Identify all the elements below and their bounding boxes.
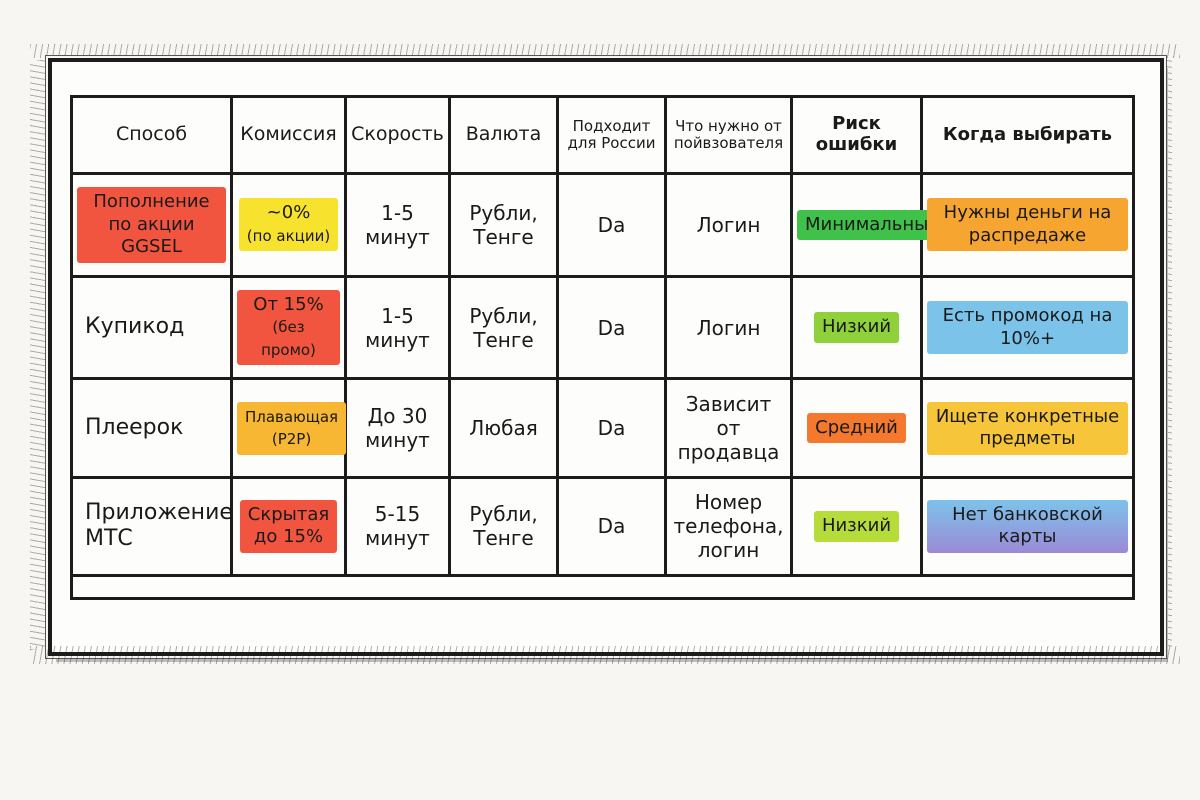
commission-value: Скрытая bbox=[247, 503, 330, 525]
when-label: Есть промокод на 10%+ bbox=[927, 301, 1128, 354]
bottom-band-row bbox=[70, 574, 1135, 600]
header-currency: Валюта bbox=[448, 95, 559, 175]
header-risk: Риск ошибки bbox=[790, 95, 923, 175]
russia-cell: Da bbox=[556, 172, 667, 278]
frame-hatching-left bbox=[30, 60, 46, 650]
table-row: Пополнение по акции GGSEL ~0% (по акции)… bbox=[70, 172, 1135, 278]
risk-cell: Средний bbox=[790, 377, 923, 479]
table-row: Купикод От 15% (без промо) 1-5 минут Руб… bbox=[70, 274, 1135, 381]
commission-marker: Скрытая до 15% bbox=[239, 499, 338, 553]
currency-cell: Рубли, Тенге bbox=[448, 475, 559, 578]
table-row: Плеерок Плавающая (P2P) До 30 минут Люба… bbox=[70, 377, 1135, 479]
commission-note: (P2P) bbox=[271, 430, 312, 448]
speed-cell: До 30 минут bbox=[344, 377, 451, 479]
speed-cell: 5-15 минут bbox=[344, 475, 451, 578]
commission-value: ~0% bbox=[266, 202, 311, 224]
requirement-cell: Логин bbox=[664, 172, 793, 278]
comparison-sheet: Способ Комиссия Скорость Валюта Подходит… bbox=[70, 95, 1135, 600]
commission-note: (по акции) bbox=[246, 226, 331, 245]
requirement-cell: Номер телефона, логин bbox=[664, 475, 793, 578]
currency-cell: Любая bbox=[448, 377, 559, 479]
commission-note: (без промо) bbox=[261, 318, 316, 359]
commission-marker: Плавающая (P2P) bbox=[237, 401, 347, 455]
header-row: Способ Комиссия Скорость Валюта Подходит… bbox=[70, 95, 1135, 175]
frame-hatching-bottom bbox=[30, 646, 1180, 664]
when-label: Нужны деньги на распредаже bbox=[927, 198, 1128, 252]
commission-marker: ~0% (по акции) bbox=[238, 198, 339, 252]
requirement-cell: Зависит от продавца bbox=[664, 377, 793, 479]
currency-cell: Рубли, Тенге bbox=[448, 172, 559, 278]
table-row: Приложение МТС Скрытая до 15% 5-15 минут… bbox=[70, 475, 1135, 578]
when-cell: Есть промокод на 10%+ bbox=[920, 274, 1135, 381]
comparison-table: Способ Комиссия Скорость Валюта Подходит… bbox=[70, 95, 1135, 600]
method-cell: Купикод bbox=[70, 274, 233, 381]
header-when: Когда выбирать bbox=[920, 95, 1135, 175]
speed-cell: 1-5 минут bbox=[344, 274, 451, 381]
header-method: Способ bbox=[70, 95, 233, 175]
commission-cell: ~0% (по акции) bbox=[230, 172, 347, 278]
when-cell: Ищете конкретные предметы bbox=[920, 377, 1135, 479]
commission-cell: Плавающая (P2P) bbox=[230, 377, 347, 479]
when-cell: Нет банковской карты bbox=[920, 475, 1135, 578]
russia-cell: Da bbox=[556, 475, 667, 578]
commission-marker: От 15% (без промо) bbox=[237, 289, 340, 366]
when-label: Ищете конкретные предметы bbox=[927, 401, 1128, 455]
risk-label: Минимальный bbox=[797, 209, 949, 241]
header-requirement: Что нужно от пойвзователя bbox=[664, 95, 793, 175]
risk-cell: Низкий bbox=[790, 475, 923, 578]
risk-label: Низкий bbox=[813, 511, 900, 542]
header-speed: Скорость bbox=[344, 95, 451, 175]
header-commission: Комиссия bbox=[230, 95, 347, 175]
risk-cell: Минимальный bbox=[790, 172, 949, 278]
russia-cell: Da bbox=[556, 377, 667, 479]
requirement-cell: Логин bbox=[664, 274, 793, 381]
commission-cell: Скрытая до 15% bbox=[230, 475, 347, 578]
bottom-band bbox=[70, 574, 1135, 600]
method-label: Пополнение по акции GGSEL bbox=[77, 187, 226, 263]
commission-value: От 15% bbox=[253, 293, 324, 315]
currency-cell: Рубли, Тенге bbox=[448, 274, 559, 381]
risk-label: Средний bbox=[807, 412, 906, 444]
speed-cell: 1-5 минут bbox=[344, 172, 451, 278]
risk-cell: Низкий bbox=[790, 274, 923, 381]
commission-value: Плавающая bbox=[245, 407, 339, 426]
header-russia: Подходит для России bbox=[556, 95, 667, 175]
commission-cell: От 15% (без промо) bbox=[230, 274, 347, 381]
method-cell: Плеерок bbox=[70, 377, 233, 479]
method-cell: Пополнение по акции GGSEL bbox=[70, 172, 233, 278]
method-cell: Приложение МТС bbox=[70, 475, 233, 578]
russia-cell: Da bbox=[556, 274, 667, 381]
when-label: Нет банковской карты bbox=[927, 499, 1128, 553]
frame-hatching-top bbox=[30, 44, 1180, 58]
when-cell: Нужны деньги на распредаже bbox=[920, 172, 1135, 278]
risk-label: Низкий bbox=[813, 312, 900, 343]
commission-note: до 15% bbox=[253, 526, 324, 548]
